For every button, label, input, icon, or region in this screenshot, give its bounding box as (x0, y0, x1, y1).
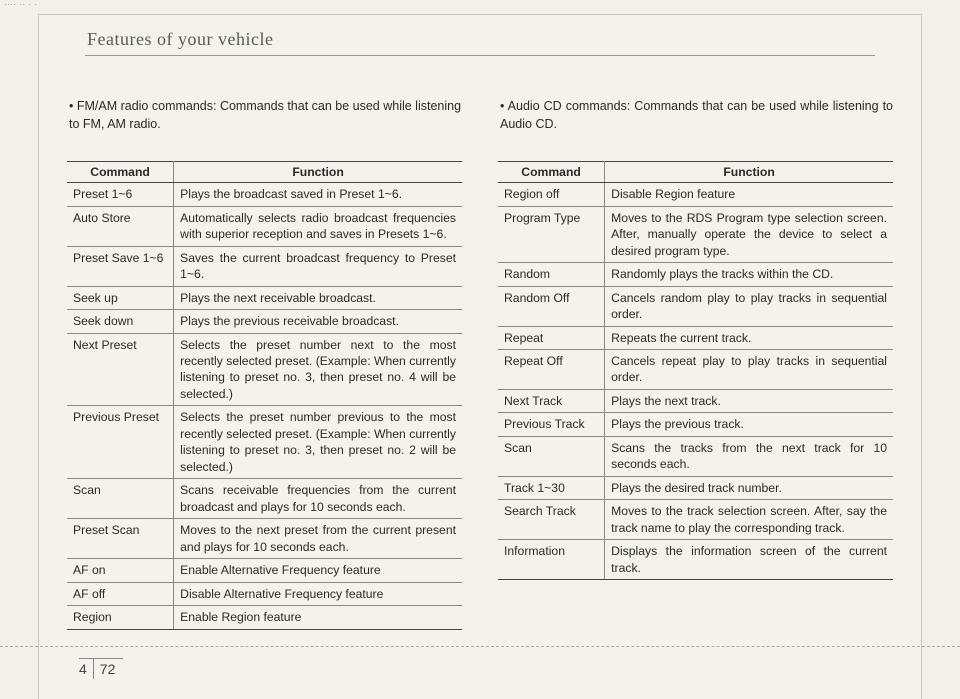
command-cell: Random (498, 263, 605, 286)
table-row: InformationDisplays the information scre… (498, 540, 893, 580)
table-row: RegionEnable Region feature (67, 606, 462, 629)
command-cell: AF on (67, 559, 174, 582)
command-cell: Random Off (498, 286, 605, 326)
table-row: Repeat OffCancels repeat play to play tr… (498, 350, 893, 390)
command-cell: Preset 1~6 (67, 183, 174, 206)
command-cell: Scan (67, 479, 174, 519)
table-row: Previous PresetSelects the preset number… (67, 406, 462, 479)
manual-page: Features of your vehicle • FM/AM radio c… (38, 14, 922, 699)
table-row: Preset 1~6Plays the broadcast saved in P… (67, 183, 462, 206)
page-title: Features of your vehicle (87, 29, 273, 50)
page-number-value: 72 (94, 659, 116, 679)
function-cell: Moves to the next preset from the curren… (174, 519, 462, 559)
command-cell: Information (498, 540, 605, 580)
command-cell: Search Track (498, 500, 605, 540)
command-cell: Region (67, 606, 174, 629)
function-cell: Enable Alternative Frequency feature (174, 559, 462, 582)
content-columns: • FM/AM radio commands: Commands that ca… (67, 97, 893, 630)
table-row: RandomRandomly plays the tracks within t… (498, 263, 893, 286)
audio-cd-table: Command Function Region offDisable Regio… (498, 161, 893, 580)
right-intro: • Audio CD commands: Commands that can b… (500, 97, 893, 133)
function-cell: Disable Region feature (605, 183, 893, 206)
command-cell: Previous Track (498, 413, 605, 436)
command-cell: Preset Scan (67, 519, 174, 559)
function-cell: Plays the previous track. (605, 413, 893, 436)
function-cell: Cancels repeat play to play tracks in se… (605, 350, 893, 390)
table-row: Track 1~30Plays the desired track number… (498, 476, 893, 499)
fm-am-table: Command Function Preset 1~6Plays the bro… (67, 161, 462, 629)
table-row: Search TrackMoves to the track selection… (498, 500, 893, 540)
function-cell: Scans the tracks from the next track for… (605, 436, 893, 476)
function-cell: Disable Alternative Frequency feature (174, 582, 462, 605)
command-cell: Track 1~30 (498, 476, 605, 499)
table-row: Program TypeMoves to the RDS Program typ… (498, 206, 893, 262)
function-cell: Plays the next track. (605, 389, 893, 412)
function-cell: Moves to the RDS Program type selection … (605, 206, 893, 262)
col-header-command: Command (67, 162, 174, 183)
table-row: AF offDisable Alternative Frequency feat… (67, 582, 462, 605)
function-cell: Selects the preset number next to the mo… (174, 333, 462, 406)
table-row: Auto StoreAutomatically selects radio br… (67, 206, 462, 246)
command-cell: Next Track (498, 389, 605, 412)
function-cell: Plays the desired track number. (605, 476, 893, 499)
function-cell: Selects the preset number previous to th… (174, 406, 462, 479)
cut-line (0, 646, 960, 647)
header-rule (85, 55, 875, 56)
section-number: 4 (79, 659, 94, 679)
command-cell: Next Preset (67, 333, 174, 406)
table-row: Region offDisable Region feature (498, 183, 893, 206)
command-cell: Scan (498, 436, 605, 476)
table-row: Next PresetSelects the preset number nex… (67, 333, 462, 406)
command-cell: Seek down (67, 310, 174, 333)
command-cell: Region off (498, 183, 605, 206)
table-row: AF onEnable Alternative Frequency featur… (67, 559, 462, 582)
function-cell: Saves the current broadcast frequency to… (174, 246, 462, 286)
command-cell: Seek up (67, 286, 174, 309)
function-cell: Enable Region feature (174, 606, 462, 629)
function-cell: Plays the previous receivable broadcast. (174, 310, 462, 333)
function-cell: Repeats the current track. (605, 326, 893, 349)
table-row: ScanScans receivable frequencies from th… (67, 479, 462, 519)
crop-mark: ···· ·· · · (4, 0, 37, 9)
command-cell: Auto Store (67, 206, 174, 246)
table-row: Next TrackPlays the next track. (498, 389, 893, 412)
left-intro: • FM/AM radio commands: Commands that ca… (69, 97, 462, 133)
function-cell: Plays the broadcast saved in Preset 1~6. (174, 183, 462, 206)
command-cell: Preset Save 1~6 (67, 246, 174, 286)
command-cell: Repeat (498, 326, 605, 349)
function-cell: Plays the next receivable broadcast. (174, 286, 462, 309)
function-cell: Moves to the track selection screen. Aft… (605, 500, 893, 540)
col-header-command: Command (498, 162, 605, 183)
table-row: Preset ScanMoves to the next preset from… (67, 519, 462, 559)
right-column: • Audio CD commands: Commands that can b… (498, 97, 893, 630)
table-row: Random OffCancels random play to play tr… (498, 286, 893, 326)
function-cell: Displays the information screen of the c… (605, 540, 893, 580)
table-row: Previous TrackPlays the previous track. (498, 413, 893, 436)
command-cell: AF off (67, 582, 174, 605)
table-row: ScanScans the tracks from the next track… (498, 436, 893, 476)
table-row: RepeatRepeats the current track. (498, 326, 893, 349)
command-cell: Program Type (498, 206, 605, 262)
command-cell: Repeat Off (498, 350, 605, 390)
col-header-function: Function (174, 162, 462, 183)
function-cell: Randomly plays the tracks within the CD. (605, 263, 893, 286)
left-column: • FM/AM radio commands: Commands that ca… (67, 97, 462, 630)
function-cell: Automatically selects radio broadcast fr… (174, 206, 462, 246)
table-row: Seek upPlays the next receivable broadca… (67, 286, 462, 309)
col-header-function: Function (605, 162, 893, 183)
table-row: Seek downPlays the previous receivable b… (67, 310, 462, 333)
function-cell: Cancels random play to play tracks in se… (605, 286, 893, 326)
function-cell: Scans receivable frequencies from the cu… (174, 479, 462, 519)
table-row: Preset Save 1~6Saves the current broadca… (67, 246, 462, 286)
command-cell: Previous Preset (67, 406, 174, 479)
page-number: 4 72 (79, 659, 115, 679)
